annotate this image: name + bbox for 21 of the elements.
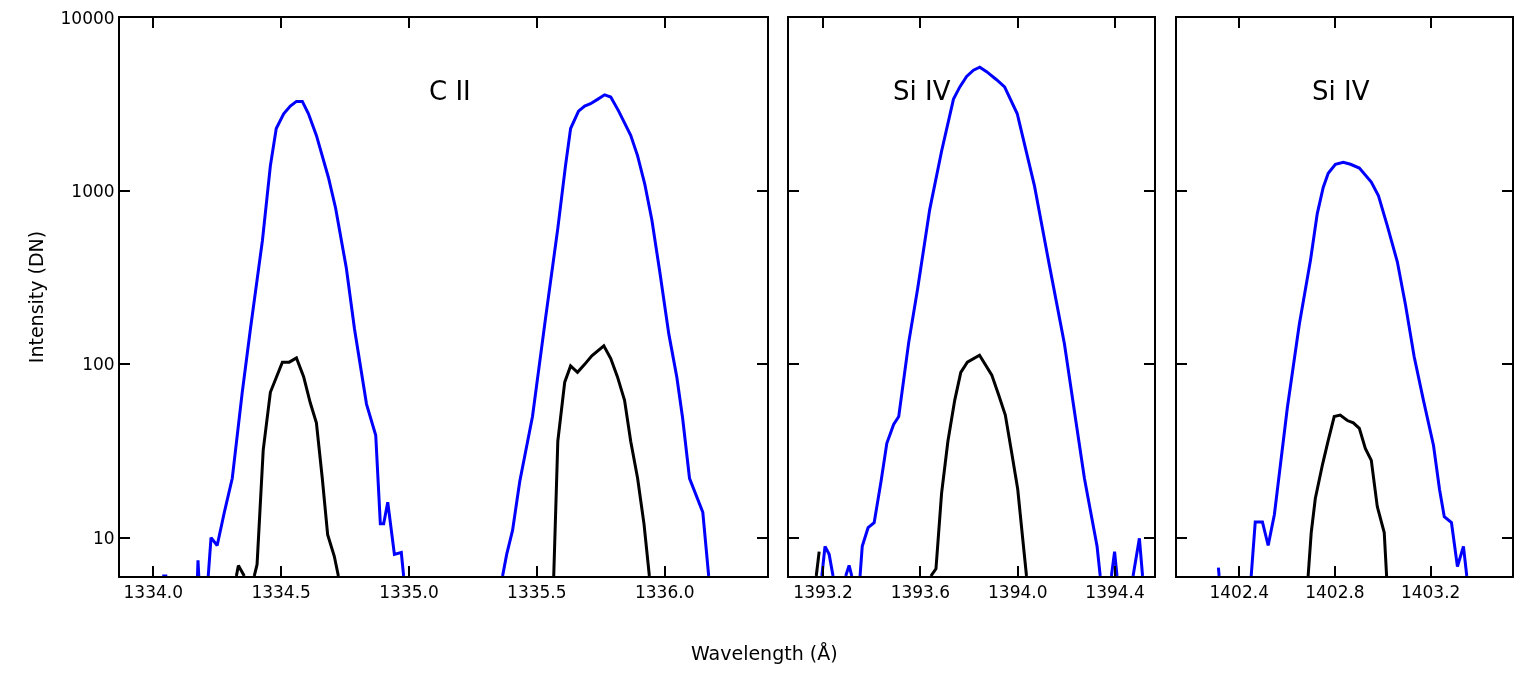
x-tick-label: 1393.6 (890, 582, 951, 603)
x-tick-label: 1403.2 (1400, 582, 1461, 603)
x-axis-title: Wavelength (Å) (691, 642, 838, 664)
x-tick-label: 1334.5 (251, 582, 311, 603)
x-tick-label: 1394.0 (987, 582, 1048, 603)
x-tick-label: 1336.0 (634, 582, 695, 603)
x-tick-label: 1402.4 (1209, 582, 1269, 603)
x-tick-label: 1394.4 (1085, 582, 1145, 603)
x-tick-label: 1334.0 (123, 582, 183, 603)
annotation: C II (429, 76, 471, 106)
y-tick-label: 10 (92, 527, 115, 548)
y-tick-label: 1000 (71, 181, 115, 202)
y-axis-title: Intensity (DN) (24, 230, 47, 364)
annotation: Si IV (893, 76, 951, 106)
y-tick-label: 100 (82, 354, 115, 375)
x-tick-label: 1335.5 (507, 582, 567, 603)
x-tick-label: 1393.2 (793, 582, 853, 603)
x-tick-label: 1402.8 (1305, 582, 1365, 603)
x-tick-label: 1335.0 (379, 582, 439, 603)
y-tick-label: 10000 (60, 7, 115, 28)
annotation: Si IV (1312, 76, 1370, 106)
